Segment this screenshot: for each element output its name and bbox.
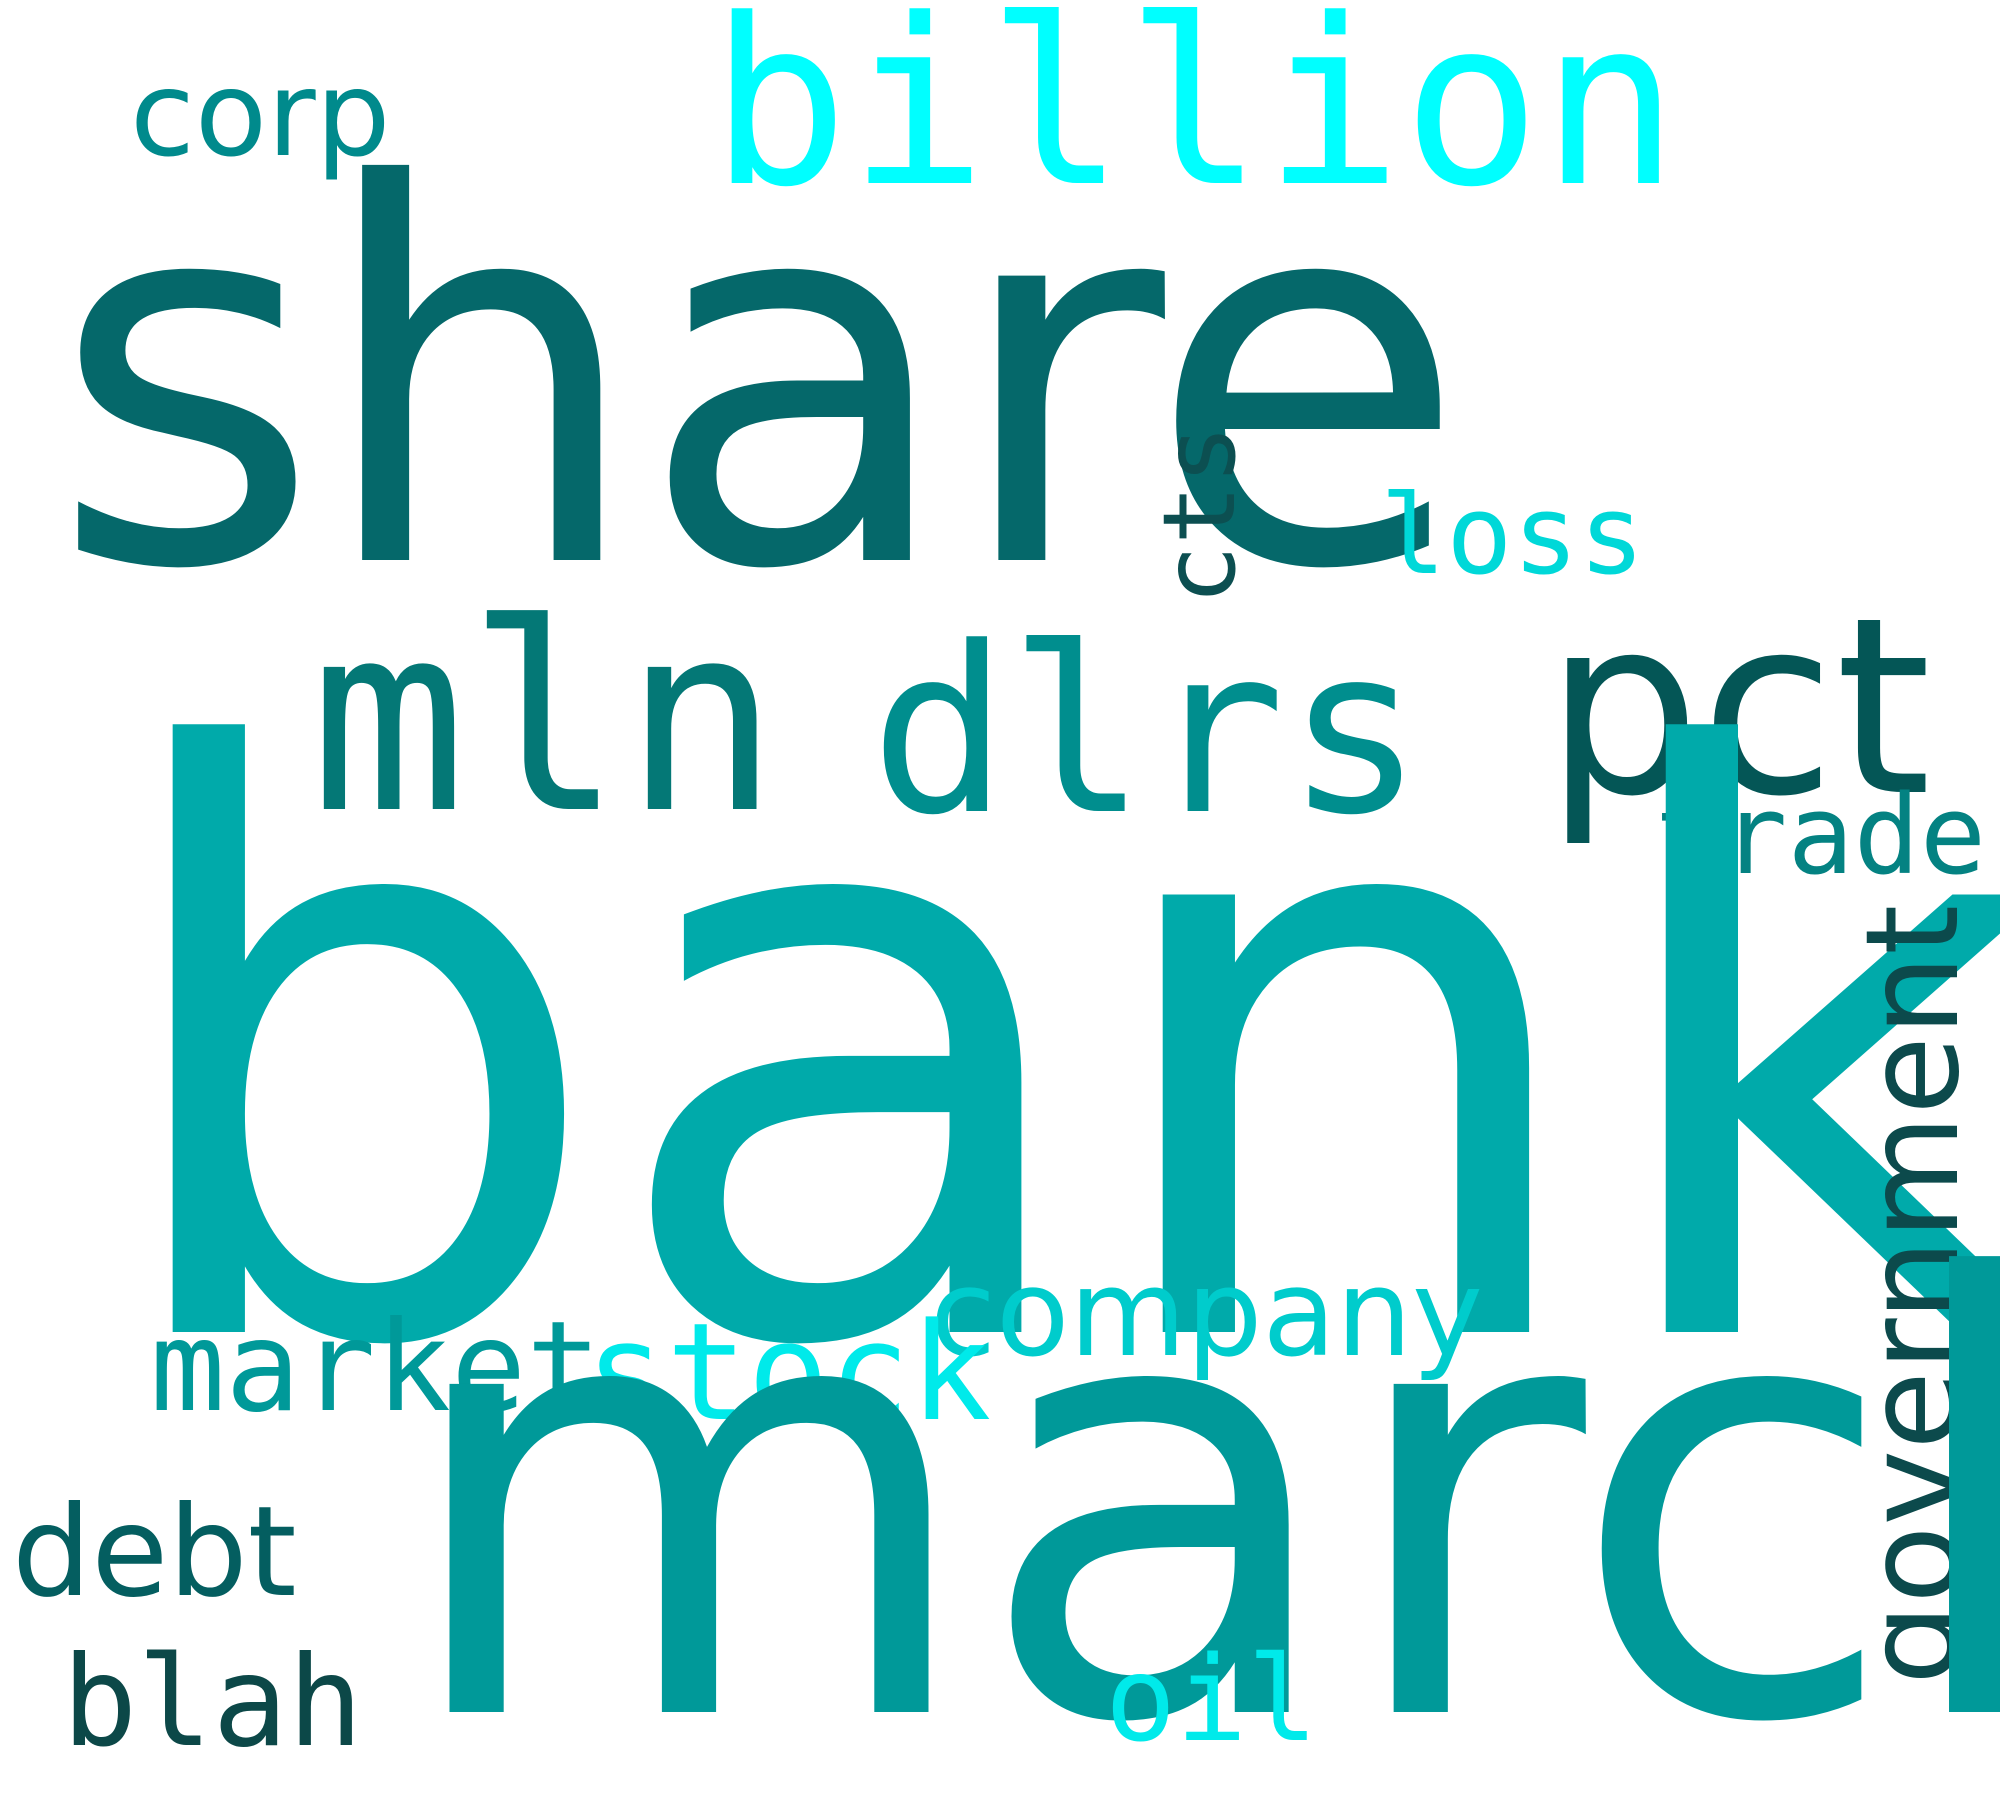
word-share: share: [50, 77, 1467, 683]
word-dlrs: dlrs: [870, 599, 1424, 866]
word-trade: trade: [1655, 771, 1987, 899]
word-company: company: [930, 1245, 1484, 1384]
word-blah: blah: [62, 1630, 364, 1775]
word-cts: cts: [1141, 424, 1258, 605]
word-stock: stock: [585, 1294, 992, 1451]
word-loss: loss: [1380, 471, 1645, 599]
word-billion: billion: [710, 0, 1680, 238]
word-bank: bank: [100, 589, 2000, 1521]
word-march: march: [395, 1155, 2000, 1800]
word-market: market: [150, 1295, 602, 1440]
word-oil: oil: [1105, 1630, 1319, 1768]
word-mln: mln: [310, 569, 780, 871]
word-corp: corp: [130, 45, 391, 183]
word-pct: pct: [1545, 565, 1932, 850]
word-debt: debt: [12, 1480, 297, 1625]
